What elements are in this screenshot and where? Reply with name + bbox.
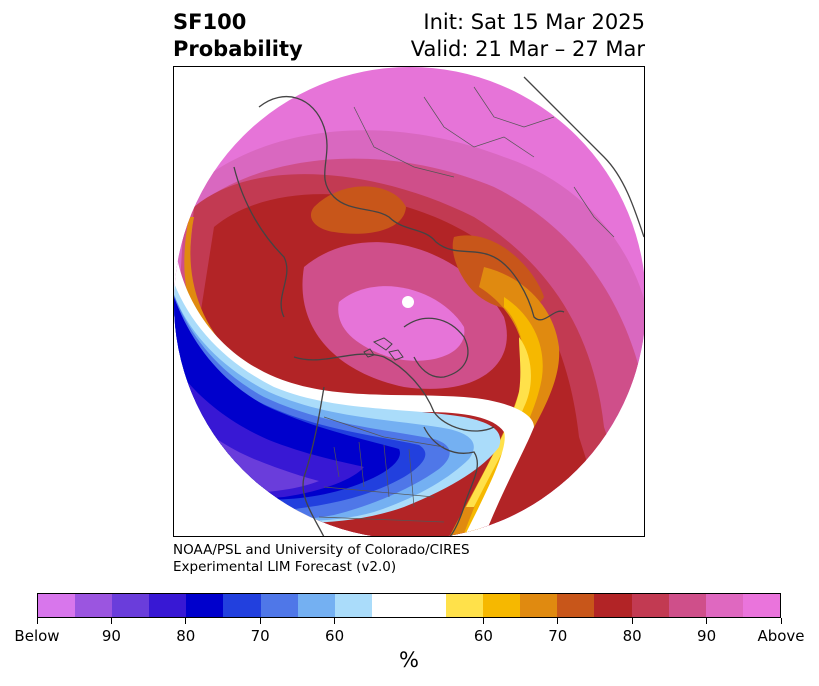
colorbar-swatch (446, 594, 484, 617)
valid-range: Valid: 21 Mar – 27 Mar (410, 37, 645, 61)
colorbar-swatch (742, 594, 780, 617)
forecast-field (174, 67, 644, 536)
colorbar-swatch (557, 594, 595, 617)
colorbar-tick-label: 70 (548, 627, 568, 645)
map-panel (173, 66, 645, 537)
colorbar-swatch (334, 594, 372, 617)
colorbar-tick (631, 618, 633, 624)
colorbar-tick (334, 618, 336, 624)
colorbar-tick-label: 90 (697, 627, 717, 645)
colorbar-swatch (297, 594, 335, 617)
colorbar-swatch (260, 594, 298, 617)
arctic-islands (363, 337, 404, 361)
colorbar-tick (110, 618, 112, 624)
colorbar-swatch (371, 594, 409, 617)
colorbar-tick-label: Above (757, 627, 805, 645)
credit-line-1: NOAA/PSL and University of Colorado/CIRE… (173, 542, 470, 558)
pole-hole (402, 296, 414, 308)
colorbar-swatch (594, 594, 632, 617)
credit-line-2: Experimental LIM Forecast (v2.0) (173, 559, 397, 575)
colorbar-swatch (408, 594, 447, 617)
colorbar-swatch (483, 594, 521, 617)
border-us-canada (323, 416, 445, 448)
coast-africa-europe (523, 76, 644, 238)
colorbar-swatch (112, 594, 150, 617)
colorbar-swatch (668, 594, 706, 617)
title-line-2: Probability (173, 37, 303, 61)
colorbar-swatch (149, 594, 187, 617)
field-band-60-above (466, 337, 531, 507)
political-borders (318, 86, 615, 523)
colorbar-swatch (520, 594, 558, 617)
coast-us-east (423, 426, 479, 536)
title-line-1: SF100 (173, 10, 247, 34)
colorbar-swatch (631, 594, 669, 617)
colorbar-swatch (186, 594, 224, 617)
coast-canada (293, 353, 495, 432)
coast-asia-north (258, 96, 495, 258)
colorbar-tick-label: 80 (176, 627, 196, 645)
border-line-1 (423, 96, 535, 158)
state-borders-2 (318, 486, 445, 523)
probability-map (174, 67, 644, 536)
colorbar-tick-label: 60 (473, 627, 493, 645)
colorbar-tick (706, 618, 708, 624)
state-borders (333, 441, 415, 508)
coast-pacific (233, 166, 288, 318)
field-polar-core (338, 286, 465, 361)
border-line-4 (573, 186, 615, 238)
colorbar-tick-label: 60 (325, 627, 345, 645)
colorbar-tick (780, 618, 782, 624)
coastlines (233, 76, 644, 536)
colorbar-tick-label: 90 (101, 627, 121, 645)
colorbar-swatch (705, 594, 743, 617)
colorbar-tick-label: Below (14, 627, 60, 645)
colorbar-tick (36, 618, 38, 624)
init-date: Init: Sat 15 Mar 2025 (423, 10, 645, 34)
colorbar (37, 593, 781, 618)
border-line-3 (353, 106, 455, 178)
colorbar-unit-label: % (399, 648, 419, 672)
arctic-archipelago (363, 337, 404, 361)
colorbar-swatch (223, 594, 261, 617)
colorbar-tick (482, 618, 484, 624)
colorbar-tick (259, 618, 261, 624)
colorbar-tick-label: 80 (622, 627, 642, 645)
border-line-2 (473, 86, 555, 128)
colorbar-tick-label: 70 (250, 627, 270, 645)
coast-scandinavia (493, 256, 565, 321)
colorbar-swatch (75, 594, 113, 617)
colorbar-swatch (38, 594, 76, 617)
colorbar-tick (557, 618, 559, 624)
coast-us-west (302, 386, 325, 536)
colorbar-tick (185, 618, 187, 624)
coast-greenland (403, 317, 469, 378)
